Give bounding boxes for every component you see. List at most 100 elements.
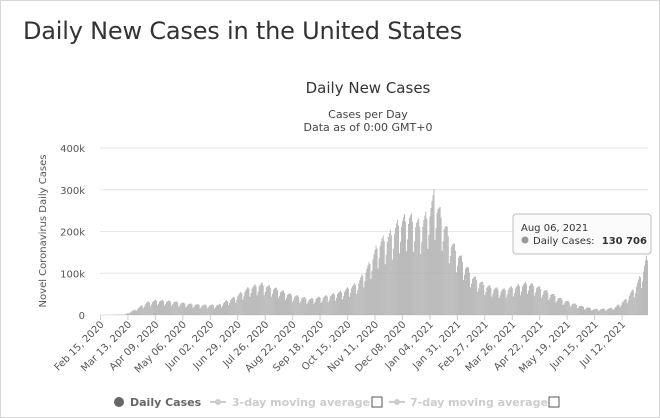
bar[interactable] — [424, 215, 426, 315]
bar[interactable] — [260, 283, 262, 315]
bar[interactable] — [434, 239, 436, 315]
bar[interactable] — [312, 298, 314, 315]
bar[interactable] — [539, 286, 541, 315]
bar[interactable] — [642, 281, 643, 315]
bar[interactable] — [302, 297, 304, 315]
bar[interactable] — [399, 253, 400, 315]
bar[interactable] — [370, 278, 372, 315]
bar[interactable] — [410, 215, 411, 315]
bar[interactable] — [250, 293, 252, 315]
bar[interactable] — [140, 305, 142, 315]
bar[interactable] — [542, 294, 544, 315]
bar[interactable] — [359, 280, 361, 315]
bar[interactable] — [194, 305, 196, 315]
bar[interactable] — [386, 241, 388, 315]
bar[interactable] — [411, 213, 413, 315]
bar[interactable] — [136, 309, 138, 315]
bar[interactable] — [247, 286, 249, 315]
bar[interactable] — [258, 286, 260, 315]
bar[interactable] — [490, 287, 492, 315]
bar[interactable] — [528, 290, 529, 315]
bar[interactable] — [354, 283, 356, 315]
bar[interactable] — [540, 289, 542, 315]
bar[interactable] — [535, 292, 537, 315]
bar[interactable] — [593, 309, 595, 315]
bar[interactable] — [442, 241, 444, 315]
bar[interactable] — [235, 302, 237, 315]
bar[interactable] — [298, 296, 300, 315]
bar[interactable] — [541, 297, 543, 315]
bar[interactable] — [280, 292, 281, 315]
bar[interactable] — [526, 284, 527, 315]
bar[interactable] — [536, 288, 538, 315]
bar[interactable] — [186, 306, 188, 315]
bar[interactable] — [320, 303, 322, 315]
bar[interactable] — [628, 296, 630, 315]
bar[interactable] — [224, 302, 225, 315]
bar[interactable] — [461, 255, 462, 315]
bar[interactable] — [146, 301, 148, 315]
bar[interactable] — [587, 307, 588, 315]
bar[interactable] — [452, 243, 454, 315]
bar[interactable] — [239, 293, 241, 315]
bar[interactable] — [287, 294, 288, 315]
bar[interactable] — [527, 293, 528, 315]
bar[interactable] — [156, 300, 157, 315]
bar[interactable] — [240, 291, 242, 315]
bar[interactable] — [550, 294, 552, 315]
bar[interactable] — [363, 287, 365, 315]
legend-item-daily-cases[interactable]: Daily Cases — [114, 396, 202, 409]
bar[interactable] — [129, 312, 131, 315]
bar[interactable] — [422, 226, 424, 315]
bar[interactable] — [435, 228, 437, 315]
bar[interactable] — [142, 308, 144, 315]
bar[interactable] — [417, 220, 419, 315]
bar[interactable] — [133, 309, 135, 315]
bar[interactable] — [557, 298, 559, 315]
bar[interactable] — [317, 297, 319, 315]
bar[interactable] — [421, 242, 423, 315]
bar[interactable] — [245, 289, 247, 315]
bar[interactable] — [360, 277, 362, 315]
bar[interactable] — [625, 299, 627, 315]
bar[interactable] — [205, 305, 207, 315]
bar[interactable] — [290, 293, 292, 315]
bar[interactable] — [183, 302, 185, 315]
bar[interactable] — [624, 299, 626, 315]
bar[interactable] — [379, 246, 381, 315]
bar[interactable] — [197, 304, 199, 315]
bar[interactable] — [418, 218, 420, 315]
bar[interactable] — [147, 301, 149, 315]
bar[interactable] — [151, 302, 153, 315]
bar[interactable] — [464, 274, 465, 315]
bar[interactable] — [640, 287, 642, 315]
bar[interactable] — [522, 286, 523, 315]
bar[interactable] — [292, 301, 294, 315]
bar[interactable] — [234, 297, 236, 315]
bar[interactable] — [377, 268, 379, 315]
bar[interactable] — [627, 300, 629, 315]
bar[interactable] — [646, 255, 647, 315]
bar[interactable] — [632, 290, 634, 315]
bar[interactable] — [444, 226, 446, 315]
bar[interactable] — [391, 259, 393, 315]
bar[interactable] — [507, 289, 509, 315]
bar[interactable] — [191, 304, 193, 315]
bar[interactable] — [615, 306, 617, 315]
bar[interactable] — [201, 305, 203, 315]
bar[interactable] — [196, 304, 198, 315]
legend-checkbox-3day[interactable] — [371, 396, 383, 408]
bar[interactable] — [566, 300, 568, 315]
bar[interactable] — [408, 223, 409, 315]
bar[interactable] — [357, 290, 359, 315]
bar[interactable] — [143, 306, 145, 315]
bar[interactable] — [573, 303, 575, 315]
bar[interactable] — [402, 221, 403, 315]
bar[interactable] — [193, 306, 195, 315]
bar[interactable] — [595, 308, 597, 315]
bar[interactable] — [403, 217, 404, 315]
bar[interactable] — [643, 271, 644, 315]
bar[interactable] — [501, 289, 503, 315]
bar[interactable] — [297, 295, 299, 315]
bar[interactable] — [384, 264, 386, 315]
